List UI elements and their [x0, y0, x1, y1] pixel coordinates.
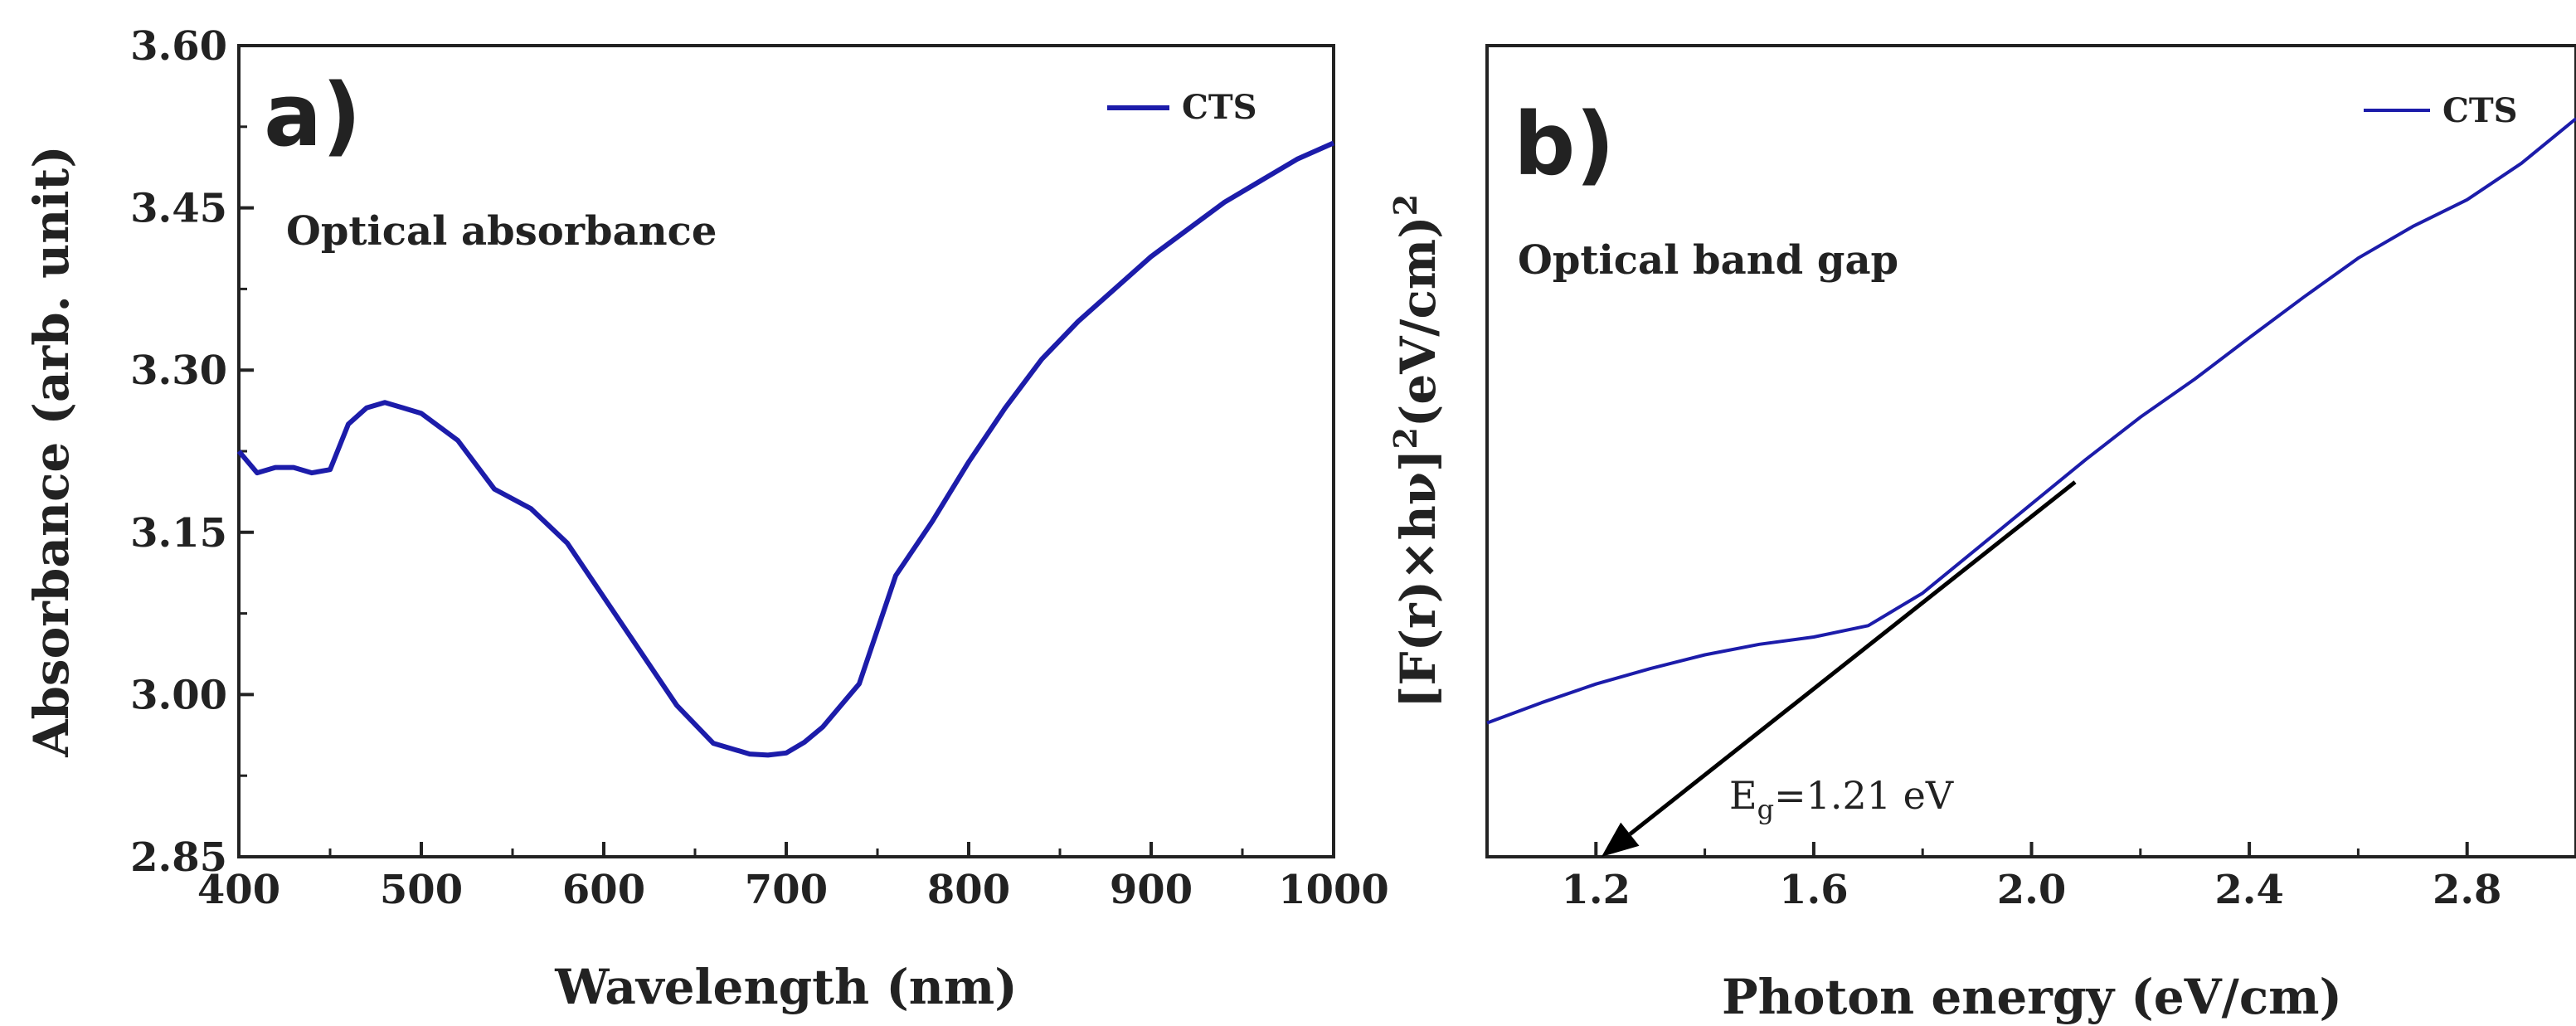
panel-b-y-axis-title-part2: (eV/cm)	[1390, 216, 1446, 427]
panel-b-annotation: Optical band gap	[1518, 237, 1898, 284]
band-gap-label-subscript: g	[1757, 794, 1774, 825]
panel-a-tick-labels: 400 500 600 700 800 900 1000 2.85 3.00 3.15 3.30 3.…	[130, 23, 1389, 913]
panel-b-x-tick-label: 2.8	[2433, 867, 2502, 913]
panel-a-y-tick-label: 3.60	[130, 23, 227, 70]
panel-b-plot-frame	[1485, 44, 2576, 858]
panel-a-x-axis-title: Wavelength (nm)	[554, 959, 1018, 1015]
panel-b-legend-label: CTS	[2442, 91, 2518, 130]
band-gap-label: Eg=1.21 eV	[1729, 773, 1954, 825]
panel-a-x-tick-label: 600	[562, 867, 645, 913]
panel-a-y-tick-label: 3.15	[130, 510, 227, 557]
panel-a-label: a)	[264, 65, 362, 166]
panel-b-ticks	[1485, 842, 2576, 857]
panel-b-y-axis-title-part1: [F(r)×hν]	[1390, 450, 1446, 709]
panel-a-y-tick-label: 3.45	[130, 186, 227, 232]
panel-b-x-tick-label: 2.4	[2214, 867, 2284, 913]
panel-b-y-axis-title-sup2: 2	[1387, 194, 1424, 216]
panel-a-y-tick-label: 2.85	[130, 834, 227, 881]
panel-b-label: b)	[1514, 94, 1615, 195]
band-gap-label-value: =1.21 eV	[1774, 773, 1954, 818]
panel-a-plot-frame	[237, 44, 1335, 858]
panel-a-legend: CTS	[1107, 88, 1257, 127]
panel-b-y-axis-title: [F(r)×hν]2(eV/cm)2	[1387, 194, 1446, 708]
band-gap-arrowhead	[1601, 822, 1640, 857]
band-gap-label-e: E	[1729, 773, 1757, 818]
panel-b-x-tick-label: 1.2	[1562, 867, 1631, 913]
panel-a-annotation: Optical absorbance	[286, 208, 717, 255]
panel-b: 1.2 1.6 2.0 2.4 2.8 Eg=1.21 eV b) Optical ba…	[1387, 44, 2576, 1025]
panel-a-ticks	[237, 44, 1335, 858]
panel-a-x-tick-label: 900	[1110, 867, 1193, 913]
panel-b-tangent	[1601, 480, 2077, 857]
panel-a-x-tick-label: 700	[745, 867, 828, 913]
panel-b-tick-labels: 1.2 1.6 2.0 2.4 2.8	[1562, 867, 2502, 913]
panel-a-x-tick-label: 1000	[1278, 867, 1389, 913]
panel-a-x-tick-label: 800	[927, 867, 1010, 913]
panel-a-y-tick-label: 3.00	[130, 672, 227, 718]
panel-b-series-cts-line	[1486, 117, 2576, 725]
panel-b-x-tick-label: 1.6	[1779, 867, 1849, 913]
panel-a: 400 500 600 700 800 900 1000 2.85 3.00 3.15 3.30 3.…	[23, 23, 1389, 1015]
panel-b-legend: CTS	[2364, 91, 2518, 130]
panel-b-x-axis-title: Photon energy (eV/cm)	[1722, 969, 2342, 1025]
panel-a-x-tick-label: 400	[197, 867, 280, 913]
panel-a-legend-label: CTS	[1182, 88, 1257, 127]
panel-b-y-axis-title-sup1: 2	[1387, 427, 1424, 449]
panel-a-series-cts-line	[236, 140, 1335, 758]
band-gap-tangent-line	[1628, 480, 2077, 836]
panel-a-x-tick-label: 500	[380, 867, 463, 913]
panel-a-y-tick-label: 3.30	[130, 348, 227, 394]
panel-a-y-axis-title: Absorbance (arb. unit)	[23, 145, 80, 757]
panel-b-x-tick-label: 2.0	[1997, 867, 2067, 913]
